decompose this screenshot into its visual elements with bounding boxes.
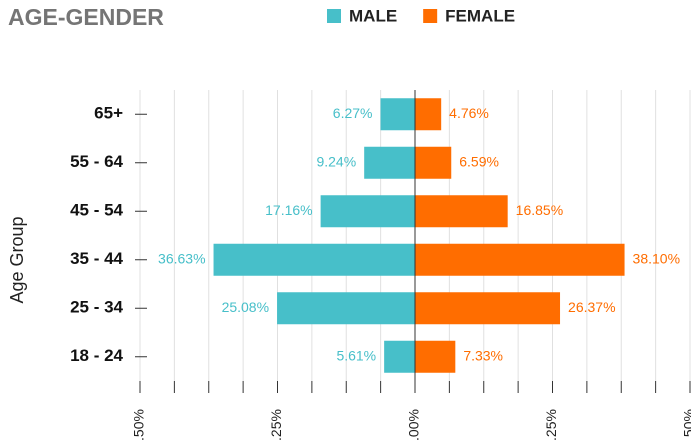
y-tick-label: 45 - 54 — [70, 201, 123, 220]
bar — [415, 146, 452, 179]
y-tick-label: 65+ — [94, 104, 123, 123]
legend-label: MALE — [349, 6, 397, 25]
data-label: 9.24% — [316, 153, 356, 169]
x-tick-label: .00% — [406, 409, 422, 441]
bar — [415, 195, 508, 228]
bar — [320, 195, 415, 228]
bar — [364, 146, 415, 179]
bar — [415, 292, 561, 325]
data-label: 36.63% — [158, 250, 205, 266]
data-label: 6.27% — [333, 105, 373, 121]
legend-swatch — [423, 9, 438, 23]
y-tick-label: 55 - 64 — [70, 152, 123, 171]
x-tick-label: .25% — [543, 409, 559, 441]
bar — [415, 243, 625, 276]
data-label: 16.85% — [516, 202, 563, 218]
data-label: 25.08% — [222, 299, 269, 315]
x-tick-label: .50% — [131, 409, 147, 441]
bar — [213, 243, 415, 276]
data-label: 6.59% — [459, 153, 499, 169]
bar — [415, 340, 456, 373]
legend-label: FEMALE — [445, 6, 515, 25]
data-label: 17.16% — [265, 202, 312, 218]
x-tick-label: .50% — [681, 409, 691, 441]
bar — [277, 292, 415, 325]
bar — [380, 98, 415, 131]
y-tick-label: 35 - 44 — [70, 249, 123, 268]
x-tick-label: .25% — [268, 409, 284, 441]
data-label: 5.61% — [336, 347, 376, 363]
chart-title: AGE-GENDER — [8, 4, 164, 30]
data-label: 4.76% — [449, 105, 489, 121]
y-axis-label: Age Group — [7, 216, 27, 303]
bar — [384, 340, 415, 373]
y-tick-label: 25 - 34 — [70, 298, 123, 317]
data-label: 7.33% — [463, 347, 503, 363]
legend-swatch — [327, 9, 341, 23]
bar — [415, 98, 442, 131]
y-tick-label: 18 - 24 — [70, 346, 123, 365]
data-label: 38.10% — [633, 250, 680, 266]
data-label: 26.37% — [568, 299, 615, 315]
